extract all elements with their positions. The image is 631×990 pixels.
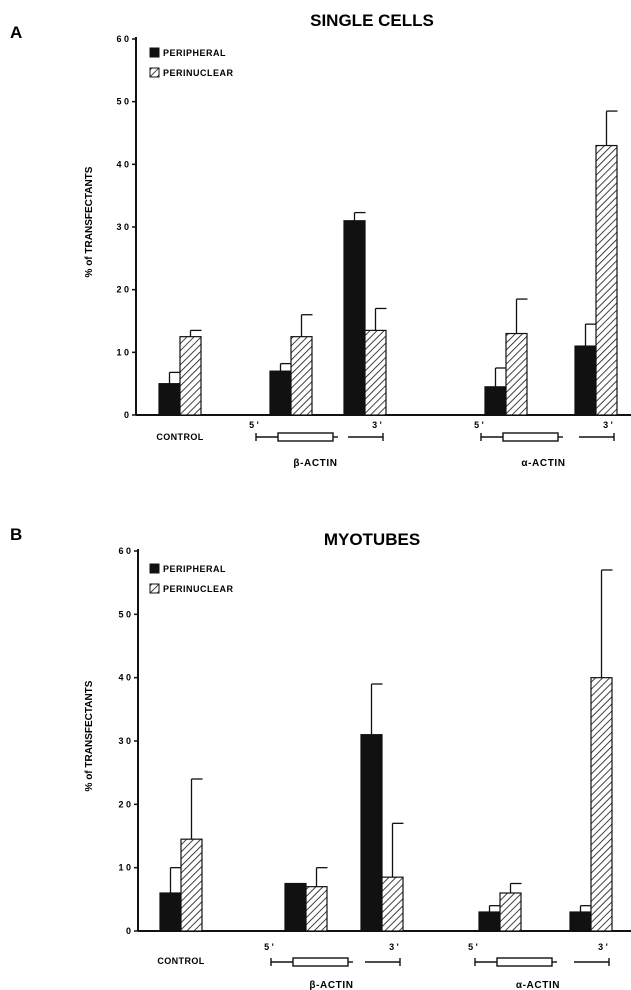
alpha-actin-gene-label: α-ACTIN <box>521 458 565 469</box>
bar-peripheral <box>574 345 597 416</box>
legend-swatch-solid <box>149 563 160 574</box>
alpha-actin-5prime-label: 5 ' <box>474 420 484 430</box>
y-tick-label: 3 0 <box>118 736 131 746</box>
bar-peripheral <box>269 370 292 416</box>
alpha-actin-3prime-label: 3 ' <box>598 942 608 952</box>
y-tick-label: 3 0 <box>116 222 129 232</box>
beta-actin-3prime-label: 3 ' <box>372 420 382 430</box>
y-tick-label: 0 <box>124 410 129 420</box>
category-label-control: CONTROL <box>157 956 204 966</box>
panel-a: A SINGLE CELLS 0 1 0 2 0 3 0 4 0 5 0 6 0 % of TRA… <box>10 11 631 469</box>
beta-actin-coding-box <box>292 957 349 967</box>
y-tick-label: 0 <box>126 926 131 936</box>
bar-peripheral <box>284 882 307 932</box>
bar-perinuclear <box>590 677 613 932</box>
bar-perinuclear <box>499 892 522 932</box>
legend-swatch-solid <box>149 47 160 58</box>
bar-perinuclear <box>381 876 404 932</box>
bar-perinuclear <box>595 144 618 416</box>
beta-actin-5prime-label: 5 ' <box>249 420 259 430</box>
beta-actin-gene-label: β-ACTIN <box>293 458 337 469</box>
y-axis-label: % of TRANSFECTANTS <box>84 680 95 791</box>
legend-label: PERIPHERAL <box>163 564 226 574</box>
bar-peripheral <box>569 911 592 932</box>
bar-peripheral <box>360 734 383 932</box>
alpha-actin-coding-box <box>502 432 559 442</box>
bar-peripheral <box>159 892 182 932</box>
beta-actin-5prime-label: 5 ' <box>264 942 274 952</box>
y-tick-label: 2 0 <box>118 799 131 809</box>
y-tick-label: 1 0 <box>118 863 131 873</box>
bar-perinuclear <box>179 336 202 416</box>
y-tick-label: 2 0 <box>116 285 129 295</box>
panel-letter: B <box>10 525 22 544</box>
legend-label: PERINUCLEAR <box>163 584 234 594</box>
y-tick-label: 6 0 <box>118 546 131 556</box>
beta-actin-coding-box <box>277 432 334 442</box>
alpha-actin-3prime-label: 3 ' <box>603 420 613 430</box>
bar-perinuclear <box>305 886 328 932</box>
alpha-actin-gene-label: α-ACTIN <box>516 980 560 990</box>
chart-title: MYOTUBES <box>324 530 420 549</box>
bar-peripheral <box>484 386 507 416</box>
y-tick-label: 4 0 <box>118 673 131 683</box>
alpha-actin-coding-box <box>496 957 553 967</box>
panel-letter: A <box>10 23 22 42</box>
chart-title: SINGLE CELLS <box>310 11 434 30</box>
y-axis-label: % of TRANSFECTANTS <box>84 166 95 277</box>
alpha-actin-5prime-label: 5 ' <box>468 942 478 952</box>
legend-label: PERIPHERAL <box>163 48 226 58</box>
bar-peripheral <box>478 911 501 932</box>
beta-actin-3prime-label: 3 ' <box>389 942 399 952</box>
beta-actin-gene-label: β-ACTIN <box>309 980 353 990</box>
y-tick-label: 5 0 <box>116 97 129 107</box>
category-label-control: CONTROL <box>156 432 203 442</box>
y-tick-label: 1 0 <box>116 347 129 357</box>
bar-perinuclear <box>290 336 313 416</box>
bar-peripheral <box>343 220 366 416</box>
panel-b: B MYOTUBES 0 1 0 2 0 3 0 4 0 5 0 6 0 % of TRANSFE… <box>10 525 631 990</box>
legend-swatch-hatched <box>149 67 160 78</box>
bar-perinuclear <box>505 332 528 416</box>
bar-peripheral <box>158 383 181 416</box>
legend-label: PERINUCLEAR <box>163 68 234 78</box>
y-tick-label: 6 0 <box>116 34 129 44</box>
legend-swatch-hatched <box>149 583 160 594</box>
y-tick-label: 5 0 <box>118 609 131 619</box>
y-tick-label: 4 0 <box>116 159 129 169</box>
bar-perinuclear <box>180 838 203 932</box>
bar-perinuclear <box>364 329 387 416</box>
